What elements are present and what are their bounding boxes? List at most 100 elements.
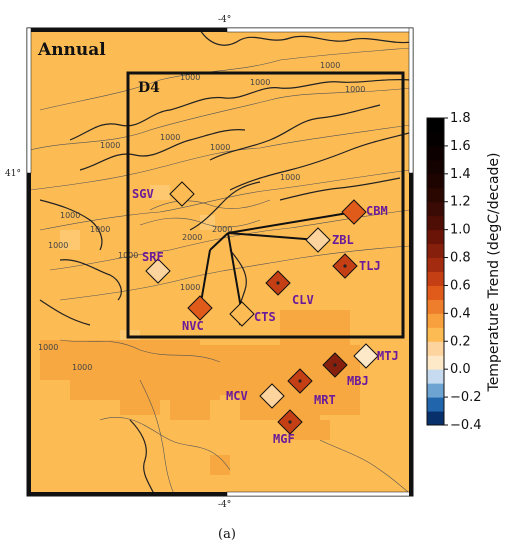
- station-clv: CLV: [265, 270, 314, 307]
- station-label: MCV: [226, 389, 248, 403]
- colorbar-block: [427, 173, 444, 189]
- colorbar-block: [427, 341, 444, 356]
- colorbar-block: [427, 187, 444, 203]
- colorbar-tick-label: 0.2: [450, 334, 471, 349]
- contour-label: 1000: [48, 241, 68, 250]
- contour-label: 1000: [72, 363, 92, 372]
- station-marker: [353, 343, 379, 369]
- colorbar-block: [427, 313, 444, 328]
- contour-label: 2000: [182, 233, 202, 242]
- station-mbj: MBJ: [322, 352, 369, 388]
- colorbar-tick-label: 1.6: [450, 139, 471, 154]
- significance-dot: [276, 281, 280, 285]
- station-marker: [259, 383, 285, 409]
- map-title: Annual: [37, 40, 106, 60]
- colorbar-block: [427, 257, 444, 272]
- station-label: CBM: [366, 204, 388, 218]
- station-label: NVC: [182, 319, 204, 333]
- contour-label: 1000: [100, 141, 120, 150]
- contour-label: 1000: [280, 173, 300, 182]
- colorbar-block: [427, 369, 444, 384]
- station-mtj: MTJ: [353, 343, 399, 369]
- station-marker: [187, 295, 213, 321]
- map-panel: 1000 1000 1000 1000 1000 1000 1000 1000 …: [27, 28, 413, 496]
- station-marker: [169, 181, 195, 207]
- station-markers: SGV CBM ZBL SRF TLJ CLV NVC CTS MTJ MBJ MCV MRT MGF: [132, 181, 399, 446]
- colorbar-block: [427, 327, 444, 342]
- lon-label-top: -4°: [218, 15, 231, 25]
- station-srf: SRF: [142, 250, 171, 284]
- station-label: TLJ: [359, 259, 381, 273]
- station-cbm: CBM: [341, 199, 388, 225]
- contour-label: 1000: [60, 211, 80, 220]
- colorbar-block: [427, 229, 444, 245]
- station-sgv: SGV: [132, 181, 195, 207]
- figure-caption: (a): [218, 527, 236, 542]
- map-frame: [26, 27, 414, 497]
- station-marker: [145, 258, 171, 284]
- colorbar-block: [427, 159, 444, 175]
- colorbar-block: [427, 271, 444, 286]
- significance-dot: [288, 420, 292, 424]
- contour-label: 1000: [90, 225, 110, 234]
- station-label: MTJ: [377, 349, 399, 363]
- station-marker: [341, 199, 367, 225]
- lat-label: 41°: [5, 169, 21, 179]
- colorbar-tick-label: −0.2: [450, 390, 482, 405]
- colorbar-block: [427, 145, 444, 161]
- colorbar-tick-label: 0.0: [450, 362, 471, 377]
- station-nvc: NVC: [182, 295, 213, 333]
- station-links: [199, 211, 355, 315]
- station-label: MBJ: [347, 374, 369, 388]
- station-zbl: ZBL: [305, 227, 354, 253]
- colorbar-title: Temperature Trend (degC/decade): [486, 153, 502, 393]
- colorbar-tick-label: 0.6: [450, 278, 471, 293]
- colorbar-ticks: 1.8 1.6 1.4 1.2 1.0 0.8 0.6 0.4 0.2 0.0 −0.2 −0.4: [444, 111, 482, 433]
- colorbar: 1.8 1.6 1.4 1.2 1.0 0.8 0.6 0.4 0.2 0.0 −0.2 −0.4 T…: [426, 111, 502, 433]
- contour-label: 1000: [210, 143, 230, 152]
- contour-label: 1000: [250, 78, 270, 87]
- contour-label: 1000: [345, 85, 365, 94]
- colorbar-tick-label: 1.8: [450, 111, 471, 126]
- colorbar-tick-label: 0.4: [450, 306, 471, 321]
- contour-label: 1000: [38, 343, 58, 352]
- station-mgf: MGF: [273, 409, 303, 446]
- significance-dot: [343, 264, 347, 268]
- station-label: ZBL: [332, 233, 354, 247]
- station-tlj: TLJ: [332, 253, 381, 279]
- station-label: MRT: [314, 393, 336, 407]
- contour-label: 1000: [180, 73, 200, 82]
- station-label: SGV: [132, 187, 154, 201]
- station-label: CTS: [254, 310, 276, 324]
- colorbar-block: [427, 355, 444, 370]
- light-patches: [60, 185, 215, 340]
- colorbar-outline: [426, 117, 445, 426]
- colorbar-block: [427, 411, 444, 426]
- colorbar-block: [427, 118, 444, 133]
- contour-label: 1000: [320, 61, 340, 70]
- colorbar-tick-label: 0.8: [450, 251, 471, 266]
- trend-field: [27, 28, 413, 496]
- colorbar-block: [427, 285, 444, 300]
- colorbar-blocks: [427, 118, 444, 426]
- colorbar-block: [427, 201, 444, 217]
- significance-dot: [333, 363, 337, 367]
- contour-label: 2000: [212, 225, 232, 234]
- colorbar-block: [427, 131, 444, 147]
- colorbar-tick-label: 1.2: [450, 195, 471, 210]
- domain-d4-label: D4: [138, 80, 160, 96]
- contour-label: 1000: [160, 133, 180, 142]
- colorbar-block: [427, 383, 444, 398]
- colorbar-tick-label: −0.4: [450, 418, 482, 433]
- colorbar-block: [427, 299, 444, 314]
- station-label: SRF: [142, 250, 164, 264]
- station-label: MGF: [273, 432, 295, 446]
- colorbar-tick-label: 1.0: [450, 223, 471, 238]
- station-mrt: MRT: [287, 368, 336, 407]
- station-marker: [229, 301, 255, 327]
- domain-d4-box: [126, 71, 405, 339]
- lon-label-bottom: -4°: [218, 500, 231, 510]
- colorbar-tick-label: 1.4: [450, 167, 471, 182]
- colorbar-block: [427, 397, 444, 412]
